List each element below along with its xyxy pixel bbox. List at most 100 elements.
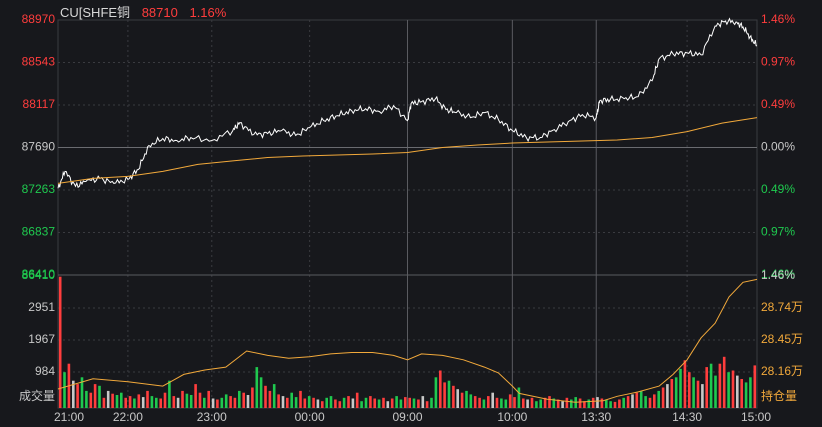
volume-bar <box>517 387 521 408</box>
volume-bar <box>434 377 438 408</box>
volume-bar <box>329 396 333 408</box>
volume-bar <box>172 396 176 408</box>
volume-bar <box>639 390 643 408</box>
volume-bar <box>596 397 599 408</box>
volume-bar <box>548 396 551 408</box>
volume-bar <box>465 390 468 408</box>
x-tick-label: 22:00 <box>113 410 143 424</box>
price-axis-label: 86837 <box>22 225 56 239</box>
open-interest-line <box>57 278 758 403</box>
volume-bar <box>146 390 149 408</box>
volume-bar <box>312 397 315 408</box>
volume-bar <box>233 397 237 408</box>
volume-bar <box>382 397 385 408</box>
volume-bar <box>238 390 241 408</box>
volume-bar <box>412 398 416 408</box>
volume-bar <box>63 372 66 408</box>
x-tick-label: 14:30 <box>672 410 702 424</box>
volume-bar <box>626 396 630 408</box>
volume-bar <box>421 396 425 408</box>
volume-bar <box>430 397 433 408</box>
volume-bar <box>155 397 158 408</box>
volume-bar <box>556 399 560 408</box>
volume-bar <box>508 394 512 408</box>
volume-bar <box>491 392 494 408</box>
volume-bar <box>72 380 75 408</box>
average-price-line <box>57 117 758 184</box>
volume-bar <box>286 397 289 408</box>
volume-bar <box>277 394 280 408</box>
volume-bar <box>272 384 276 408</box>
volume-bar <box>80 377 84 408</box>
volume-bar <box>386 401 390 408</box>
volume-bar <box>351 398 355 408</box>
volume-bar <box>93 384 97 408</box>
volume-bar <box>259 377 263 408</box>
volume-bar <box>749 377 752 408</box>
volume-bar <box>722 356 726 408</box>
x-tick-label: 00:00 <box>295 410 325 424</box>
volume-bar <box>670 379 674 408</box>
volume-bar <box>181 390 184 408</box>
volume-bar <box>417 399 420 408</box>
volume-bar <box>268 390 272 408</box>
volume-bar <box>369 396 372 408</box>
percent-axis-label: 0.00% <box>761 140 795 154</box>
volume-bar <box>727 372 730 408</box>
percent-axis-label: 0.97% <box>761 55 795 69</box>
volume-bar <box>229 396 232 408</box>
volume-bar <box>141 397 145 408</box>
volume-bar <box>128 396 132 408</box>
volume-bar <box>404 397 407 408</box>
volume-bar <box>111 393 114 408</box>
x-tick-label: 21:00 <box>54 410 84 424</box>
open-interest-axis-label: 28.74万 <box>761 300 803 314</box>
volume-bar <box>487 396 490 408</box>
volume-bar <box>591 397 595 408</box>
price-axis-label: 87690 <box>22 140 56 154</box>
price-axis-label: 88117 <box>23 97 56 111</box>
volume-bar <box>120 392 123 408</box>
volume-bar <box>666 384 669 408</box>
volume-bar <box>102 397 106 408</box>
volume-bar <box>679 368 682 408</box>
volume-bar <box>683 360 687 408</box>
volume-bar <box>500 398 503 408</box>
volume-bar <box>443 382 446 408</box>
volume-bar <box>364 397 368 408</box>
volume-bar <box>504 399 508 408</box>
volume-bar <box>482 399 486 408</box>
volume-bar <box>478 397 481 408</box>
volume-bar <box>460 392 464 408</box>
open-interest-axis-label: 28.45万 <box>761 332 803 346</box>
volume-bar <box>644 396 647 408</box>
volume-bar <box>631 394 634 408</box>
volume-bar <box>58 276 62 408</box>
price-line <box>57 17 758 189</box>
volume-bar <box>740 379 743 408</box>
volume-bar <box>552 398 556 408</box>
volume-bar <box>539 399 542 408</box>
volume-bar <box>609 401 612 408</box>
volume-bar <box>246 395 250 408</box>
volume-bar <box>456 389 459 408</box>
volume-bar <box>618 399 621 408</box>
volume-bar <box>439 370 442 408</box>
volume-bar <box>159 398 162 408</box>
volume-bar <box>605 399 608 408</box>
volume-bar <box>76 384 79 408</box>
volume-axis-label: 1967 <box>28 332 55 346</box>
volume-bar <box>535 401 538 408</box>
volume-bar <box>325 397 328 408</box>
volume-bar <box>709 363 713 408</box>
volume-bar <box>753 365 757 408</box>
x-tick-label: 23:00 <box>197 410 227 424</box>
volume-bar <box>390 398 394 408</box>
volume-bar <box>701 384 704 408</box>
price-axis-label: 87263 <box>22 182 56 196</box>
volume-bar <box>635 392 639 408</box>
quote-header: CU[SHFE铜 88710 1.16% <box>60 2 234 21</box>
price-axis-label: 88970 <box>22 12 56 26</box>
